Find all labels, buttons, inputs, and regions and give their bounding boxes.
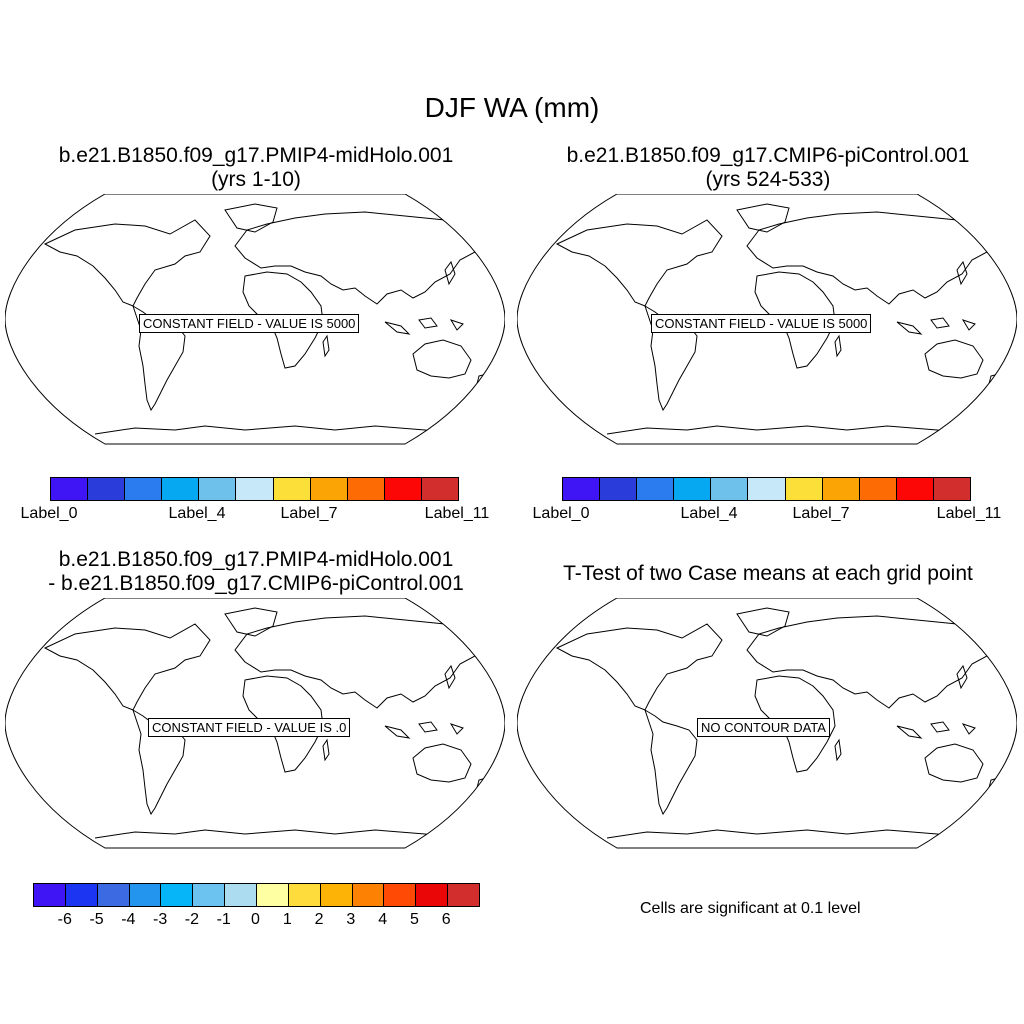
colorbar-box [88,478,126,500]
panel-1-title-line2: (yrs 1-10) [211,168,301,191]
colorbar-2-label-7: Label_7 [792,505,850,522]
panel-2-title-line2: (yrs 524-533) [705,168,831,191]
colorbar-2-label-0: Label_0 [532,505,590,522]
colorbar-3-tick-label: -1 [216,911,231,928]
panel-2-title-line1: b.e21.B1850.f09_g17.CMIP6-piControl.001 [566,144,970,167]
colorbar-3-tick-label: -3 [153,911,168,928]
colorbar-box [310,478,348,500]
colorbar-box [384,478,422,500]
colorbar-3-tick-label: -2 [184,911,200,928]
colorbar-box [125,478,163,500]
main-title: DJF WA (mm) [424,92,600,123]
colorbar-box [347,478,385,500]
colorbar-box [97,884,130,906]
colorbar-box [320,884,353,906]
colorbar-box [933,478,971,500]
colorbar-box [421,478,459,500]
colorbar-box [448,884,480,906]
colorbar-box [225,884,258,906]
panel-2-title: b.e21.B1850.f09_g17.CMIP6-piControl.001 … [518,144,1018,192]
colorbar-box [785,478,823,500]
colorbar-panel-3 [33,883,480,907]
colorbar-box [674,478,712,500]
colorbar-box [352,884,385,906]
colorbar-box [822,478,860,500]
colorbar-2-label-11: Label_11 [936,505,1002,522]
colorbar-box [199,478,237,500]
colorbar-box [236,478,274,500]
colorbar-box [51,478,89,500]
colorbar-box [273,478,311,500]
colorbar-box [637,478,675,500]
panel-1-field-message: CONSTANT FIELD - VALUE IS 5000 [139,314,360,333]
panel-3-title-line1: b.e21.B1850.f09_g17.PMIP4-midHolo.001 [58,548,454,571]
colorbar-1-label-7: Label_7 [280,505,338,522]
colorbar-1-label-4: Label_4 [168,505,226,522]
panel-3-field-message: CONSTANT FIELD - VALUE IS .0 [148,718,351,737]
panel-1-title-line1: b.e21.B1850.f09_g17.PMIP4-midHolo.001 [58,144,454,167]
panel-4-title: T-Test of two Case means at each grid po… [518,562,1018,586]
colorbar-box [288,884,321,906]
colorbar-3-tick-label: -5 [89,911,104,928]
colorbar-box [161,884,194,906]
colorbar-3-tick-label: 3 [346,911,356,928]
colorbar-3-tick-label: 6 [441,911,451,928]
colorbar-1-label-0: Label_0 [20,505,78,522]
significance-note: Cells are significant at 0.1 level [640,900,861,917]
colorbar-3-tick-label: 1 [282,911,292,928]
colorbar-box [65,884,98,906]
panel-1-title: b.e21.B1850.f09_g17.PMIP4-midHolo.001 (y… [6,144,506,192]
panel-3-title: b.e21.B1850.f09_g17.PMIP4-midHolo.001 - … [6,548,506,596]
panel-3-title-line2: - b.e21.B1850.f09_g17.CMIP6-piControl.00… [48,572,464,595]
colorbar-3-tick-label: -4 [121,911,136,928]
colorbar-3-tick-label: -6 [57,911,72,928]
colorbar-box [859,478,897,500]
colorbar-3-tick-label: 4 [378,911,388,928]
panel-4-title-line1: T-Test of two Case means at each grid po… [563,562,973,585]
colorbar-box [162,478,200,500]
colorbar-1-label-11: Label_11 [424,505,490,522]
colorbar-box [129,884,162,906]
colorbar-box [193,884,226,906]
colorbar-box [416,884,449,906]
colorbar-box [257,884,289,906]
colorbar-3-tick-label: 2 [314,911,324,928]
panel-4-field-message: NO CONTOUR DATA [697,718,830,737]
colorbar-box [563,478,601,500]
colorbar-panel-2 [562,477,971,501]
panel-2-field-message: CONSTANT FIELD - VALUE IS 5000 [651,314,872,333]
colorbar-box [600,478,638,500]
colorbar-box [34,884,66,906]
colorbar-box [384,884,417,906]
colorbar-3-tick-label: 0 [251,911,260,928]
colorbar-box [711,478,749,500]
colorbar-box [896,478,934,500]
colorbar-box [748,478,786,500]
colorbar-2-label-4: Label_4 [680,505,738,522]
colorbar-panel-1 [50,477,459,501]
colorbar-3-tick-label: 5 [409,911,419,928]
